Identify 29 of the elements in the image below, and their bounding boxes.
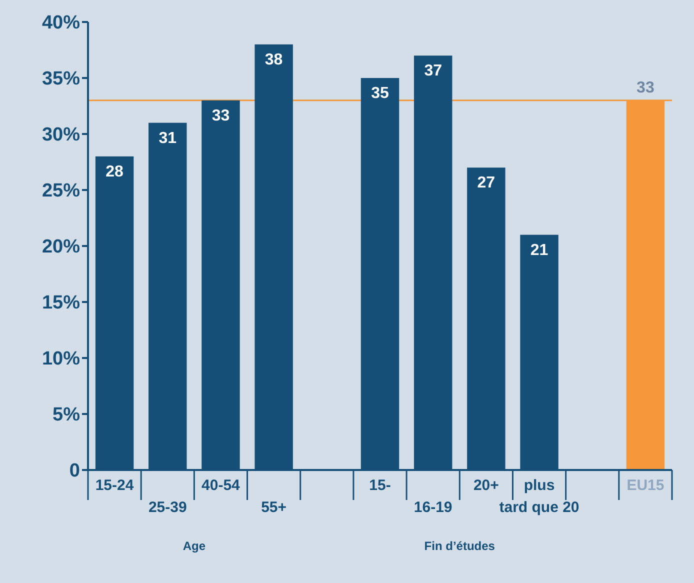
data-label: 27: [477, 174, 496, 192]
data-label: 28: [106, 163, 124, 180]
y-tick-label: 25%: [42, 180, 80, 202]
x-tick-label: 15-: [369, 477, 391, 494]
y-tick-label: 40%: [42, 12, 80, 34]
x-tick-label: 40-54: [202, 477, 241, 494]
y-tick-label: 5%: [52, 404, 80, 426]
x-tick-label: 20+: [473, 477, 500, 494]
x-tick-label: 25-39: [148, 499, 187, 516]
y-tick-label: 30%: [42, 124, 80, 146]
data-label: 31: [158, 130, 177, 147]
x-tick-label: 15-24: [95, 477, 134, 494]
text: Fin d’études: [424, 539, 496, 553]
data-label: 21: [530, 242, 548, 259]
y-tick-label: 20%: [42, 236, 80, 258]
data-label: 37: [424, 62, 442, 80]
y-tick-label: 35%: [42, 68, 80, 90]
x-tick-label: 55+: [261, 499, 287, 516]
x-tick-label: plus tard que 20: [499, 477, 580, 516]
y-tick-label: 15%: [42, 292, 80, 314]
x-tick-label: 16-19: [414, 499, 452, 516]
y-tick-label: 0: [69, 460, 80, 482]
data-label: 38: [264, 51, 283, 68]
text: Age: [182, 539, 206, 553]
y-tick-label: 10%: [42, 348, 80, 370]
data-label: 33: [636, 79, 654, 96]
x-tick-label: EU15: [626, 477, 664, 494]
data-label: 35: [371, 85, 389, 102]
data-label: 33: [212, 107, 230, 124]
